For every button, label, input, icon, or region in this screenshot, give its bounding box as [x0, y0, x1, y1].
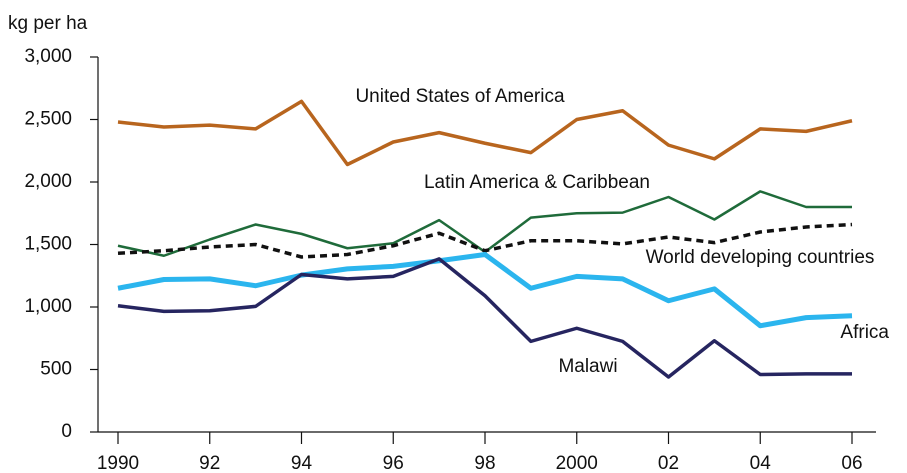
y-tick-label: 0 [61, 421, 72, 442]
y-tick-label: 1,000 [24, 296, 72, 317]
y-axis-label: kg per ha [8, 13, 88, 34]
series-label: Malawi [558, 356, 617, 377]
x-tick-label: 02 [658, 453, 679, 473]
x-tick-label: 98 [474, 453, 495, 473]
x-tick-label: 04 [750, 453, 772, 473]
series-label: Latin America & Caribbean [424, 172, 650, 193]
series-line [117, 252, 853, 329]
x-tick-label: 1990 [97, 453, 139, 473]
series-label: World developing countries [646, 247, 875, 268]
y-tick-label: 2,000 [24, 171, 72, 192]
series-line [117, 99, 853, 167]
series-label: United States of America [355, 86, 565, 107]
series-line [117, 222, 853, 259]
x-tick-label: 06 [841, 453, 862, 473]
series-line [117, 257, 852, 379]
x-tick-label: 92 [199, 453, 220, 473]
x-tick-label: 96 [383, 453, 404, 473]
x-tick-label: 94 [291, 453, 313, 473]
series-label: Africa [840, 322, 889, 343]
y-tick-label: 1,500 [24, 234, 72, 255]
y-tick-label: 500 [40, 359, 72, 380]
x-tick-label: 2000 [556, 453, 598, 473]
y-tick-label: 3,000 [24, 46, 72, 67]
y-tick-label: 2,500 [24, 109, 72, 130]
